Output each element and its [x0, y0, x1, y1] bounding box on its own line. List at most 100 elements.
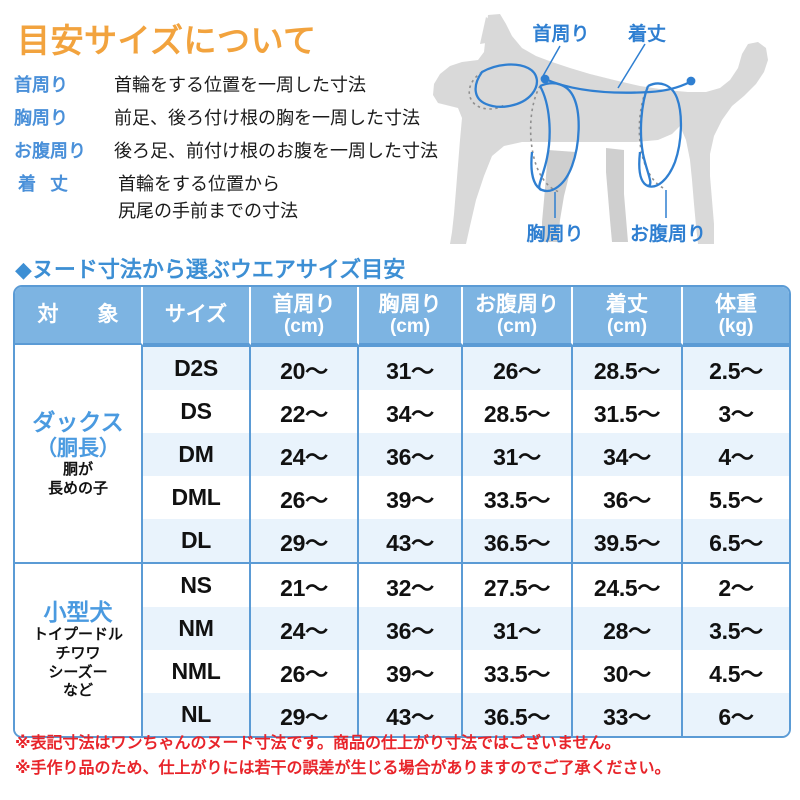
group-note-small-dog-2: チワワ — [55, 644, 101, 662]
table-row: DML 26〜 39〜 33.5〜 36〜 5.5〜 — [15, 476, 789, 519]
cell-length: 31.5〜 — [573, 390, 683, 433]
cell-length: 30〜 — [573, 650, 683, 693]
table-row: NL 29〜 43〜 36.5〜 33〜 6〜 — [15, 693, 789, 736]
cell-belly: 33.5〜 — [463, 476, 573, 519]
legend-desc-belly: 後ろ足、前付け根のお腹を一周した寸法 — [114, 141, 438, 161]
legend-desc-length: 首輪をする位置から 尻尾の手前までの寸法 — [118, 171, 298, 225]
cell-chest: 34〜 — [359, 390, 463, 433]
col-header-neck: 首周り (cm) — [251, 287, 359, 345]
cell-weight: 4〜 — [683, 433, 789, 476]
cell-size: DML — [143, 476, 251, 519]
group-note-dachshund-1: 胴が — [62, 460, 93, 478]
size-table-container: 対 象 サイズ 首周り (cm) 胸周り (cm) お腹周り (cm) — [13, 285, 791, 738]
footnote-1: ※表記寸法はワンちゃんのヌード寸法です。商品の仕上がり寸法ではございません。 — [15, 735, 621, 752]
group-note-small-dog-3: シーズー — [48, 663, 108, 681]
group-sub-dachshund: （胴長） — [36, 436, 120, 460]
cell-belly: 27.5〜 — [463, 562, 573, 607]
cell-neck: 24〜 — [251, 607, 359, 650]
cell-neck: 29〜 — [251, 693, 359, 736]
table-row: ダックス （胴長） 胴が 長めの子 D2S 20〜 31〜 26〜 28.5〜 … — [15, 345, 789, 562]
col-header-size-label: サイズ — [164, 303, 228, 327]
legend-term-neck: 首周り — [14, 75, 68, 95]
legend-desc-chest: 前足、後ろ付け根の胸を一周した寸法 — [114, 108, 420, 128]
cell-weight: 2〜 — [683, 562, 789, 607]
col-header-weight-unit: (kg) — [718, 316, 754, 338]
table-header-row: 対 象 サイズ 首周り (cm) 胸周り (cm) お腹周り (cm) — [15, 287, 789, 345]
col-header-neck-unit: (cm) — [283, 316, 325, 338]
legend-item-neck: 首周り 首輪をする位置を一周した寸法 — [14, 72, 494, 100]
cell-neck: 26〜 — [251, 650, 359, 693]
cell-neck: 21〜 — [251, 562, 359, 607]
cell-weight: 2.5〜 — [683, 345, 789, 390]
cell-weight: 6.5〜 — [683, 519, 789, 562]
col-header-chest: 胸周り (cm) — [359, 287, 463, 345]
group-label-dachshund: ダックス （胴長） 胴が 長めの子 — [15, 345, 143, 562]
section-subtitle: ◆ヌード寸法から選ぶウエアサイズ目安 — [15, 257, 406, 282]
cell-weight: 6〜 — [683, 693, 789, 736]
footnotes-section: ※表記寸法はワンちゃんのヌード寸法です。商品の仕上がり寸法ではございません。 ※… — [15, 732, 795, 782]
length-measure-line-icon — [540, 74, 696, 94]
col-header-belly-unit: (cm) — [496, 316, 538, 338]
group-note-small-dog-1: トイプードル — [32, 626, 123, 644]
cell-length: 39.5〜 — [573, 519, 683, 562]
cell-neck: 29〜 — [251, 519, 359, 562]
cell-size: D2S — [143, 345, 251, 390]
group-label-small-dog: 小型犬 トイプードル チワワ シーズー など — [15, 562, 143, 736]
cell-belly: 31〜 — [463, 433, 573, 476]
cell-size: DM — [143, 433, 251, 476]
cell-chest: 36〜 — [359, 433, 463, 476]
cell-length: 34〜 — [573, 433, 683, 476]
legend-desc-length-line2: 尻尾の手前までの寸法 — [118, 201, 298, 221]
cell-belly: 28.5〜 — [463, 390, 573, 433]
cell-neck: 20〜 — [251, 345, 359, 390]
footnote-2: ※手作り品のため、仕上がりには若干の誤差が生じる場合がありますのでご了承ください… — [15, 759, 671, 777]
cell-chest: 43〜 — [359, 519, 463, 562]
col-header-weight-label: 体重 — [715, 292, 757, 316]
cell-length: 36〜 — [573, 476, 683, 519]
cell-size: DL — [143, 519, 251, 562]
cell-chest: 39〜 — [359, 476, 463, 519]
cell-chest: 32〜 — [359, 562, 463, 607]
cell-size: NM — [143, 607, 251, 650]
header-section: 目安サイズについて 首周り 首輪をする位置を一周した寸法 胸周り 前足、後ろ付け… — [0, 0, 800, 248]
cell-neck: 22〜 — [251, 390, 359, 433]
col-header-length-unit: (cm) — [606, 316, 648, 338]
cell-weight: 5.5〜 — [683, 476, 789, 519]
leader-lines-icon — [542, 43, 667, 218]
col-header-chest-unit: (cm) — [389, 316, 431, 338]
col-header-belly-label: お腹周り — [475, 292, 559, 316]
col-header-target-label: 対 象 — [37, 303, 128, 327]
cell-weight: 3.5〜 — [683, 607, 789, 650]
cell-neck: 24〜 — [251, 433, 359, 476]
col-header-length-label: 着丈 — [606, 292, 648, 316]
table-row: NML 26〜 39〜 33.5〜 30〜 4.5〜 — [15, 650, 789, 693]
cell-weight: 3〜 — [683, 390, 789, 433]
diagram-label-neck: 首周り — [532, 22, 589, 45]
col-header-weight: 体重 (kg) — [683, 287, 789, 345]
cell-chest: 36〜 — [359, 607, 463, 650]
group-main-small-dog: 小型犬 — [43, 598, 113, 625]
diagram-label-chest: 胸周り — [526, 222, 583, 245]
legend-term-chest: 胸周り — [14, 108, 68, 128]
dog-silhouette-icon — [433, 14, 768, 244]
cell-belly: 26〜 — [463, 345, 573, 390]
diagram-label-length: 着丈 — [628, 22, 666, 45]
legend-item-chest: 胸周り 前足、後ろ付け根の胸を一周した寸法 — [14, 105, 494, 133]
table-row: DM 24〜 36〜 31〜 34〜 4〜 — [15, 433, 789, 476]
cell-belly: 31〜 — [463, 607, 573, 650]
cell-belly: 36.5〜 — [463, 693, 573, 736]
page-title: 目安サイズについて — [17, 22, 317, 59]
col-header-size: サイズ — [143, 287, 251, 345]
legend-item-belly: お腹周り 後ろ足、前付け根のお腹を一周した寸法 — [14, 138, 494, 166]
group-note-dachshund-2: 長めの子 — [47, 479, 108, 497]
cell-size: NS — [143, 562, 251, 607]
table-row: DL 29〜 43〜 36.5〜 39.5〜 6.5〜 — [15, 519, 789, 562]
legend-desc-neck: 首輪をする位置を一周した寸法 — [114, 75, 366, 95]
diagram-label-belly: お腹周り — [630, 222, 706, 245]
cell-length: 28〜 — [573, 607, 683, 650]
cell-chest: 43〜 — [359, 693, 463, 736]
cell-length: 28.5〜 — [573, 345, 683, 390]
cell-chest: 39〜 — [359, 650, 463, 693]
col-header-length: 着丈 (cm) — [573, 287, 683, 345]
cell-length: 24.5〜 — [573, 562, 683, 607]
